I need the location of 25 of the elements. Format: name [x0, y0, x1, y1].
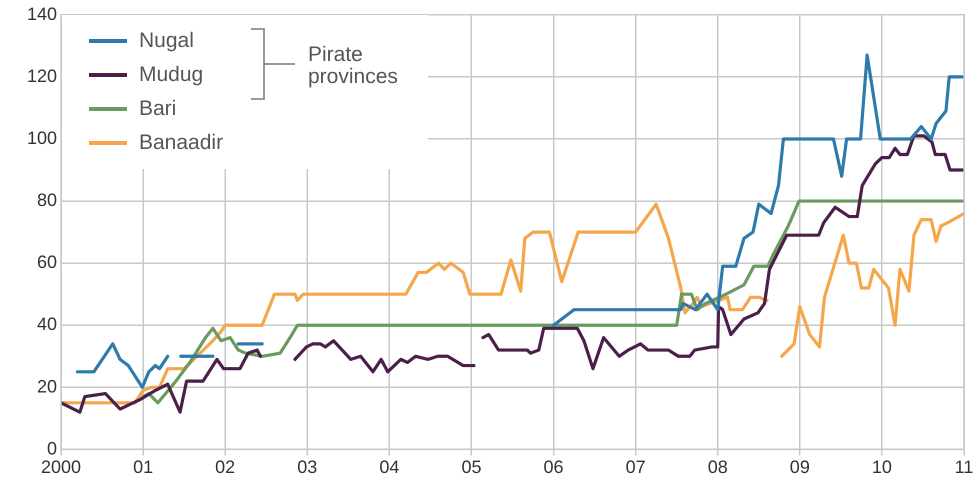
y-tick-label: 60 — [36, 252, 57, 272]
legend-label: Nugal — [139, 29, 194, 53]
annotation: Pirate provinces — [308, 43, 399, 88]
x-tick-label: 2000 — [40, 457, 82, 478]
x-tick-label: 06 — [544, 457, 564, 478]
x-tick-label: 05 — [461, 457, 482, 478]
x-tick-label: 11 — [954, 457, 974, 478]
x-tick-label: 03 — [297, 457, 318, 478]
x-tick-label: 01 — [133, 457, 154, 478]
legend-label: Banaadir — [139, 131, 224, 155]
y-tick-label: 140 — [26, 4, 57, 24]
y-tick-label: 120 — [26, 66, 57, 86]
x-tick-label: 04 — [379, 457, 400, 478]
y-tick-label: 100 — [26, 128, 57, 148]
x-tick-label: 09 — [790, 457, 810, 478]
y-tick-label: 20 — [36, 376, 57, 396]
legend-label: Mudug — [139, 63, 204, 87]
x-tick-label: 10 — [872, 457, 892, 478]
x-tick-label: 07 — [626, 457, 646, 478]
y-tick-label: 40 — [36, 314, 57, 334]
x-tick-label: 08 — [708, 457, 728, 478]
y-tick-label: 0 — [46, 438, 57, 458]
x-tick-label: 02 — [215, 457, 236, 478]
legend-label: Bari — [139, 97, 176, 121]
y-tick-label: 80 — [36, 190, 57, 210]
